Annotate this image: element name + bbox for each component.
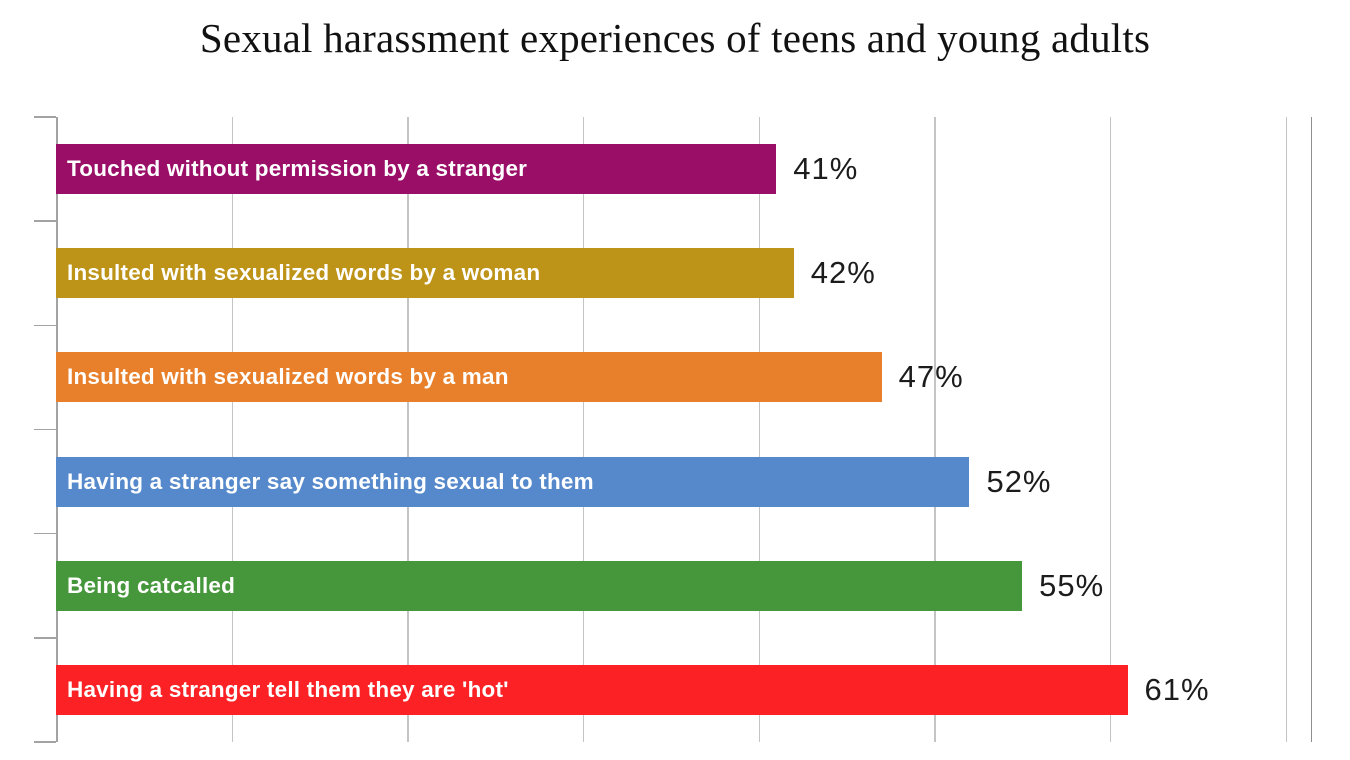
bar-value-label: 47% xyxy=(898,359,964,395)
bar-row: Having a stranger say something sexual t… xyxy=(56,430,1312,534)
bar: Being catcalled xyxy=(56,560,1023,611)
gridline-50-percent xyxy=(934,117,936,742)
bar-category-label: Being catcalled xyxy=(67,572,236,598)
y-axis-line xyxy=(56,117,58,742)
y-axis-tick xyxy=(34,116,56,118)
bar-category-label: Insulted with sexualized words by a woma… xyxy=(67,260,541,286)
bar-value-label: 61% xyxy=(1144,671,1210,707)
bar: Touched without permission by a stranger xyxy=(56,144,777,195)
y-axis-tick xyxy=(34,532,56,535)
bar-value-label: 42% xyxy=(810,255,876,291)
bar-category-label: Touched without permission by a stranger xyxy=(67,156,528,182)
bar-value-label: 41% xyxy=(793,151,859,187)
bar-chart-plot-area: Touched without permission by a stranger… xyxy=(34,116,1312,743)
bar-row: Touched without permission by a stranger… xyxy=(56,117,1312,221)
plot-right-border xyxy=(1310,117,1312,742)
bar: Insulted with sexualized words by a man xyxy=(56,352,882,403)
bar-category-label: Having a stranger tell them they are 'ho… xyxy=(67,676,509,702)
y-axis-tick xyxy=(34,637,56,639)
gridline-70-percent xyxy=(1285,117,1288,742)
bar-row: Having a stranger tell them they are 'ho… xyxy=(56,638,1312,742)
gridline-20-percent xyxy=(407,117,409,742)
bar: Insulted with sexualized words by a woma… xyxy=(56,248,794,299)
bar-value-label: 55% xyxy=(1039,567,1105,603)
gridline-60-percent xyxy=(1109,117,1112,742)
bar-value-label: 52% xyxy=(986,463,1052,499)
bar-row: Insulted with sexualized words by a man 4… xyxy=(56,325,1312,429)
y-axis-tick xyxy=(34,324,56,327)
gridline-10-percent xyxy=(231,117,234,742)
bar: Having a stranger tell them they are 'ho… xyxy=(56,664,1128,715)
bar: Having a stranger say something sexual t… xyxy=(56,456,970,507)
bar-row: Insulted with sexualized words by a woma… xyxy=(56,221,1312,325)
chart-title: Sexual harassment experiences of teens a… xyxy=(199,15,1151,61)
bar-category-label: Insulted with sexualized words by a man xyxy=(67,364,509,390)
y-axis-tick xyxy=(34,428,56,431)
y-axis-tick xyxy=(34,741,56,743)
y-axis-tick xyxy=(34,220,56,222)
bar-category-label: Having a stranger say something sexual t… xyxy=(67,468,594,494)
gridline-30-percent xyxy=(582,117,585,742)
gridline-40-percent xyxy=(758,117,761,742)
bar-row: Being catcalled 55% xyxy=(56,534,1312,638)
